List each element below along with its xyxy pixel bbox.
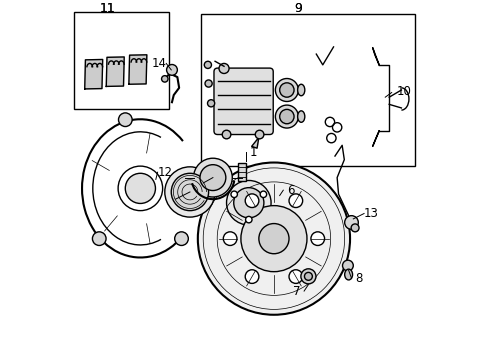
Text: 8: 8: [354, 272, 362, 285]
FancyBboxPatch shape: [214, 68, 273, 135]
Ellipse shape: [297, 84, 304, 96]
Polygon shape: [106, 57, 124, 86]
Circle shape: [275, 105, 298, 128]
Circle shape: [279, 83, 293, 97]
Circle shape: [164, 167, 215, 217]
Text: 7: 7: [293, 284, 300, 298]
Circle shape: [198, 162, 349, 315]
Circle shape: [219, 63, 228, 73]
Polygon shape: [84, 59, 102, 89]
Circle shape: [300, 269, 315, 284]
Circle shape: [288, 270, 302, 283]
Circle shape: [230, 191, 237, 198]
Text: 3: 3: [192, 176, 199, 189]
Circle shape: [92, 232, 106, 246]
Text: 2: 2: [222, 171, 229, 184]
Polygon shape: [129, 55, 146, 84]
Circle shape: [288, 194, 302, 207]
Circle shape: [161, 76, 168, 82]
Text: 1: 1: [249, 146, 256, 159]
Circle shape: [166, 64, 177, 75]
Circle shape: [193, 158, 232, 197]
Circle shape: [125, 173, 155, 203]
Circle shape: [342, 260, 352, 271]
Circle shape: [304, 273, 312, 280]
Circle shape: [241, 206, 306, 272]
Circle shape: [260, 191, 266, 198]
Circle shape: [279, 109, 293, 124]
Circle shape: [255, 130, 264, 139]
Circle shape: [222, 130, 230, 139]
Circle shape: [118, 166, 163, 211]
Text: 5: 5: [164, 193, 172, 206]
Circle shape: [310, 232, 324, 246]
Text: 11: 11: [99, 2, 115, 15]
Text: 14: 14: [151, 57, 166, 70]
Ellipse shape: [297, 111, 304, 122]
Circle shape: [226, 180, 270, 225]
Text: 10: 10: [396, 85, 411, 98]
Circle shape: [275, 78, 298, 102]
Text: 13: 13: [363, 207, 378, 220]
Circle shape: [223, 232, 237, 246]
Circle shape: [207, 100, 214, 107]
Text: 9: 9: [294, 2, 302, 15]
Text: 11: 11: [99, 2, 115, 15]
Circle shape: [233, 188, 264, 218]
Circle shape: [244, 270, 258, 283]
Bar: [74, 12, 169, 109]
Bar: [238, 163, 245, 181]
Circle shape: [118, 113, 132, 126]
Text: 9: 9: [294, 2, 302, 15]
Circle shape: [204, 80, 212, 87]
Circle shape: [245, 216, 251, 223]
Circle shape: [244, 194, 258, 207]
Text: 4: 4: [173, 171, 181, 184]
Circle shape: [174, 232, 188, 246]
Circle shape: [350, 224, 358, 232]
Polygon shape: [251, 138, 258, 148]
Circle shape: [344, 216, 358, 229]
Ellipse shape: [344, 269, 352, 280]
Circle shape: [204, 61, 211, 68]
Circle shape: [258, 224, 288, 254]
Circle shape: [200, 165, 225, 190]
Circle shape: [171, 173, 208, 211]
Text: 6: 6: [286, 184, 294, 197]
Bar: [201, 14, 414, 166]
Text: 12: 12: [157, 166, 172, 179]
